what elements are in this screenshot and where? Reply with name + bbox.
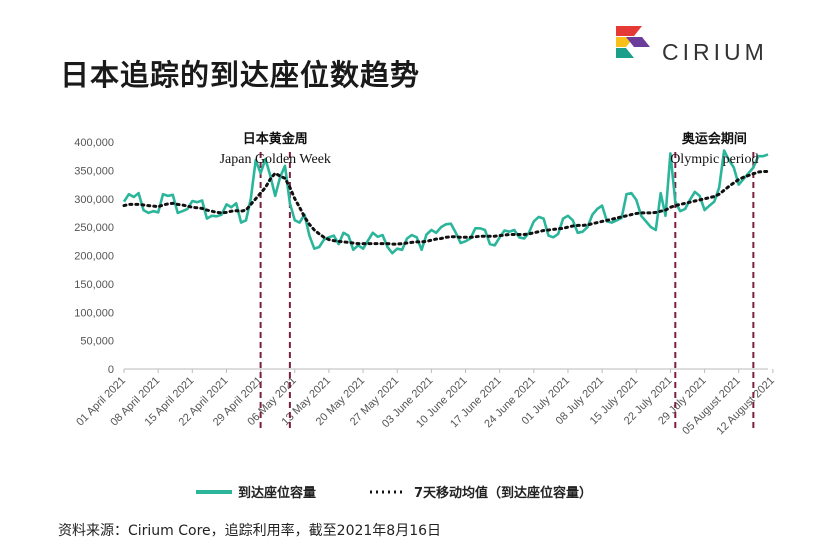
cirium-logo: CIRIUM (612, 22, 782, 72)
y-tick-label: 50,000 (80, 336, 114, 348)
series-lines (122, 149, 770, 255)
source-footnote: 资料来源：Cirium Core，追踪利用率，截至2021年8月16日 (58, 523, 442, 539)
legend-moving-avg-label: 7天移动均值（到达座位容量） (414, 485, 592, 501)
brand-name: CIRIUM (662, 39, 768, 65)
legend: 到达座位容量 7天移动均值（到达座位容量） (196, 485, 592, 501)
y-tick-label: 200,000 (74, 251, 114, 263)
y-tick-label: 300,000 (74, 194, 114, 206)
legend-series-label: 到达座位容量 (238, 485, 316, 501)
y-tick-label: 400,000 (74, 137, 114, 149)
seat-capacity-line (122, 149, 769, 255)
annotation-en-label: Olympic period (670, 152, 758, 167)
y-tick-label: 100,000 (74, 307, 114, 319)
page-title: 日本追踪的到达座位数趋势 (60, 58, 421, 92)
y-axis: 0 50,000 100,000 150,000 200,000 250,000 300,0… (74, 137, 768, 376)
y-tick-label: 150,000 (74, 279, 114, 291)
annotation-cn-label: 日本黄金周 (243, 131, 308, 147)
event-markers (259, 152, 755, 429)
annotation-cn-label: 奥运会期间 (682, 131, 747, 147)
moving-average-line (122, 170, 770, 246)
y-tick-label: 350,000 (74, 165, 114, 177)
cirium-logo-icon (616, 26, 650, 58)
y-tick-label: 0 (108, 364, 114, 376)
annotation-en-label: Japan Golden Week (220, 152, 331, 167)
event-annotations: 日本黄金周 Japan Golden Week 奥运会期间 Olympic perio… (220, 131, 759, 167)
y-tick-label: 250,000 (74, 222, 114, 234)
